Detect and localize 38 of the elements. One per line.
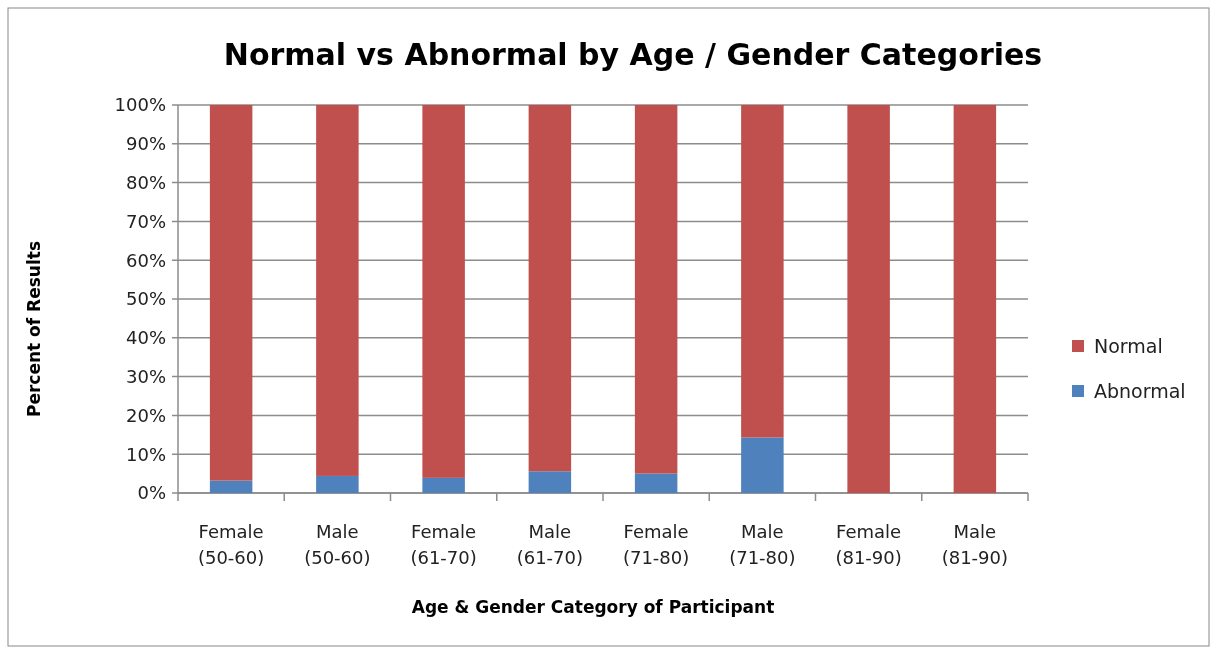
x-tick-label: Female (61-70) xyxy=(410,521,477,568)
y-tick-label: 40% xyxy=(125,327,166,349)
y-tick-label: 80% xyxy=(125,171,166,193)
x-tick-label: Male (61-70) xyxy=(516,521,584,568)
chart-title: Normal vs Abnormal by Age / Gender Categories xyxy=(223,37,1043,72)
y-tick-label: 20% xyxy=(125,404,166,426)
y-tick-label: 70% xyxy=(125,210,166,232)
bar xyxy=(953,105,997,493)
x-tick-label: Female (71-80) xyxy=(622,521,690,568)
bar xyxy=(316,105,359,476)
legend-label: Abnormal xyxy=(1094,379,1186,402)
bar xyxy=(634,473,678,493)
bar xyxy=(209,480,253,493)
bar xyxy=(847,105,890,493)
y-tick-label: 50% xyxy=(125,288,166,310)
x-tick-label: Female (81-90) xyxy=(835,521,902,568)
x-tick-label: Male (50-60) xyxy=(304,521,371,568)
legend-label: Normal xyxy=(1094,334,1163,357)
y-tick-label: 100% xyxy=(114,94,166,116)
x-axis-title: Age & Gender Category of Participant xyxy=(411,597,775,617)
bar xyxy=(209,105,253,481)
bar xyxy=(316,475,359,493)
bar xyxy=(634,105,678,474)
y-tick-label: 10% xyxy=(125,443,166,465)
bar xyxy=(528,105,572,472)
y-tick-label: 30% xyxy=(125,365,166,387)
y-tick-label: 0% xyxy=(137,482,166,504)
bar xyxy=(741,105,784,438)
x-tick-label: Male (71-80) xyxy=(729,521,796,568)
y-tick-label: 60% xyxy=(125,249,166,271)
y-axis-title: Percent of Results xyxy=(24,240,44,418)
bar xyxy=(528,471,572,493)
bar xyxy=(422,105,465,478)
bar xyxy=(422,477,465,493)
y-tick-label: 90% xyxy=(125,133,166,155)
x-tick-label: Female (50-60) xyxy=(197,521,265,568)
bar xyxy=(741,437,784,493)
x-tick-label: Male (81-90) xyxy=(941,521,1009,568)
